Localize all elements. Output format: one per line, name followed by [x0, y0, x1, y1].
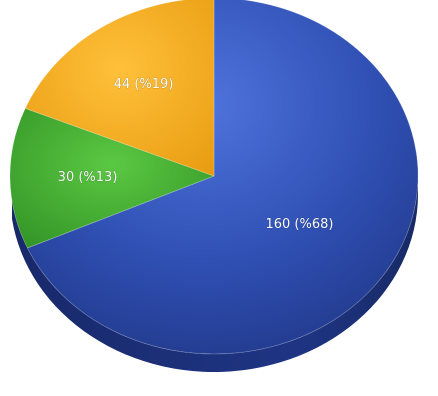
pie-slices: [9, 0, 419, 355]
slice-label: 30 (%13): [58, 170, 118, 185]
slice-label: 160 (%68): [265, 217, 333, 232]
slice-label: 44 (%19): [114, 77, 174, 92]
slice-30: [9, 107, 216, 249]
slice-160: [26, 0, 419, 355]
slice-44: [24, 0, 215, 177]
pie-labels: 160 (%68) 30 (%13) 44 (%19): [57, 77, 333, 233]
